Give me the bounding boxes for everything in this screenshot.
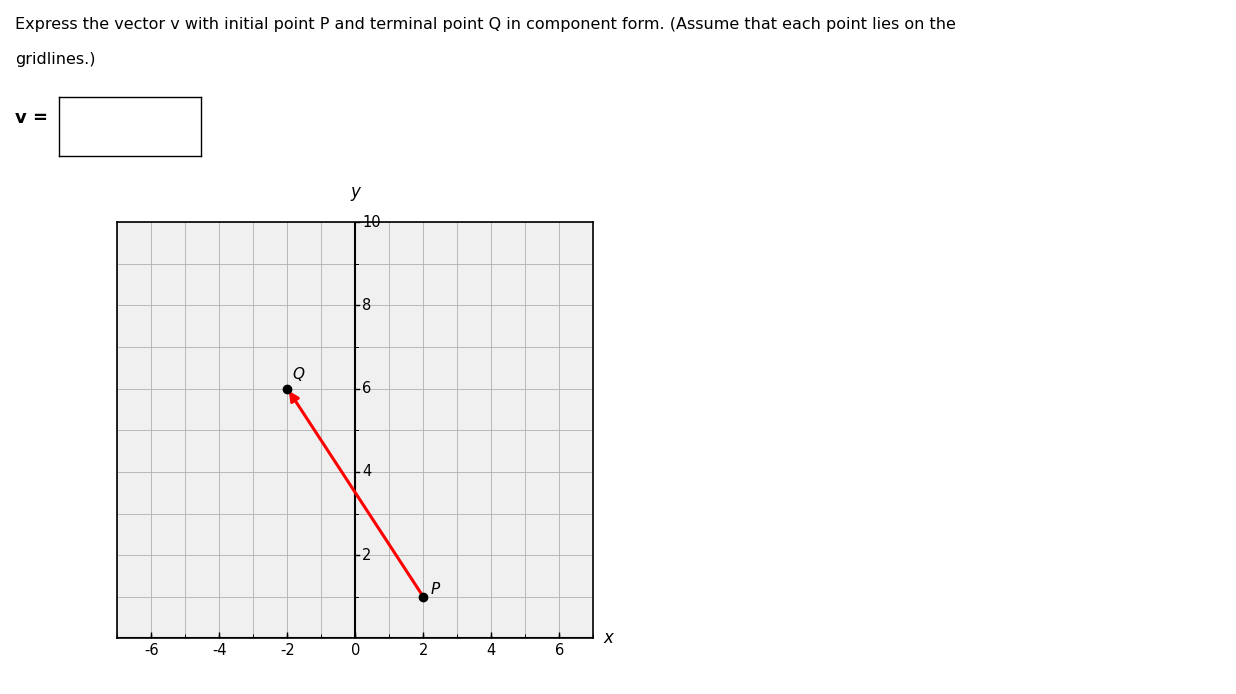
Text: 6: 6 bbox=[362, 381, 371, 396]
Text: Q: Q bbox=[293, 368, 304, 382]
Text: v =: v = bbox=[15, 109, 48, 127]
Text: y: y bbox=[351, 183, 360, 201]
Text: P: P bbox=[431, 582, 440, 597]
Text: 8: 8 bbox=[362, 298, 371, 313]
Text: gridlines.): gridlines.) bbox=[15, 52, 95, 67]
Text: 4: 4 bbox=[362, 464, 371, 480]
Text: 10: 10 bbox=[362, 214, 381, 230]
Text: 2: 2 bbox=[362, 548, 372, 563]
Text: x: x bbox=[603, 629, 613, 648]
Text: Express the vector v with initial point P and terminal point Q in component form: Express the vector v with initial point … bbox=[15, 17, 955, 33]
